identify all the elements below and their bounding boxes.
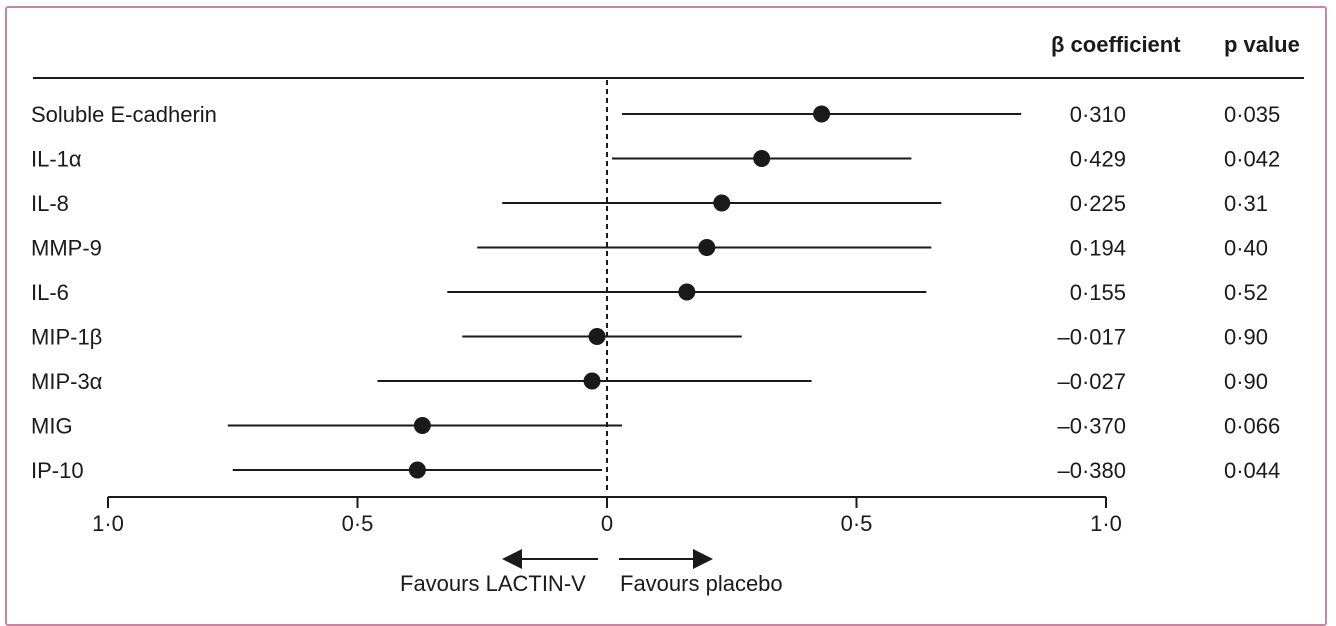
- favours-right-arrow-icon: [693, 549, 713, 569]
- point-estimate: [713, 194, 731, 212]
- p-value: 0·066: [1224, 414, 1280, 439]
- row-label: MIP-3α: [31, 369, 103, 394]
- row-label: IL-6: [31, 280, 69, 305]
- point-estimate: [753, 150, 771, 167]
- row-label: MMP-9: [31, 236, 102, 261]
- beta-value: 0·310: [1070, 102, 1126, 127]
- forest-rows: Soluble E-cadherin 0·310 0·035 IL-1α 0·429 0·…: [31, 102, 1280, 483]
- point-estimate: [588, 328, 606, 345]
- point-estimate: [678, 283, 696, 301]
- p-value: 0·90: [1224, 369, 1268, 394]
- forest-row: IL-8 0·225 0·31: [31, 191, 1268, 216]
- x-tick-label: 1·0: [92, 511, 124, 536]
- p-value: 0·90: [1224, 325, 1268, 350]
- row-label: IL-1α: [31, 147, 82, 172]
- x-tick-label: 1·0: [1090, 511, 1122, 536]
- header-beta: β coefficient: [1051, 32, 1181, 57]
- favours-left-arrow-icon: [502, 549, 522, 569]
- p-value: 0·044: [1224, 458, 1280, 483]
- beta-value: –0·017: [1057, 325, 1126, 350]
- beta-value: 0·225: [1070, 191, 1126, 216]
- forest-row: IL-6 0·155 0·52: [31, 280, 1268, 305]
- forest-row: MIP-1β –0·017 0·90: [31, 325, 1268, 350]
- forest-row: Soluble E-cadherin 0·310 0·035: [31, 102, 1280, 127]
- forest-row: MIG –0·370 0·066: [31, 414, 1280, 439]
- row-label: MIG: [31, 414, 73, 439]
- x-tick-label: 0·5: [342, 511, 374, 536]
- point-estimate: [813, 105, 831, 123]
- beta-value: 0·429: [1070, 147, 1126, 172]
- beta-value: 0·194: [1070, 236, 1126, 261]
- forest-row: IP-10 –0·380 0·044: [31, 458, 1280, 483]
- x-tick-label: 0·5: [841, 511, 873, 536]
- beta-value: –0·380: [1057, 458, 1126, 483]
- p-value: 0·31: [1224, 191, 1268, 216]
- row-label: MIP-1β: [31, 325, 102, 350]
- beta-value: 0·155: [1070, 280, 1126, 305]
- forest-row: IL-1α 0·429 0·042: [31, 147, 1280, 172]
- header-p-value: p value: [1224, 32, 1300, 57]
- row-label: IP-10: [31, 458, 84, 483]
- favours-left-label: Favours LACTIN-V: [400, 571, 586, 596]
- p-value: 0·042: [1224, 147, 1280, 172]
- row-label: IL-8: [31, 191, 69, 216]
- p-value: 0·035: [1224, 102, 1280, 127]
- row-label: Soluble E-cadherin: [31, 102, 217, 127]
- forest-row: MIP-3α –0·027 0·90: [31, 369, 1268, 394]
- point-estimate: [583, 372, 601, 390]
- beta-value: –0·370: [1057, 414, 1126, 439]
- x-axis-ticks: 1·0 0·5 0 0·5 1·0: [92, 497, 1122, 536]
- x-tick-label: 0: [601, 511, 613, 536]
- forest-row: MMP-9 0·194 0·40: [31, 236, 1268, 261]
- point-estimate: [408, 461, 426, 479]
- point-estimate: [413, 417, 431, 434]
- p-value: 0·52: [1224, 280, 1268, 305]
- beta-value: –0·027: [1057, 369, 1126, 394]
- point-estimate: [698, 239, 716, 256]
- p-value: 0·40: [1224, 236, 1268, 261]
- favours-right-label: Favours placebo: [620, 571, 783, 596]
